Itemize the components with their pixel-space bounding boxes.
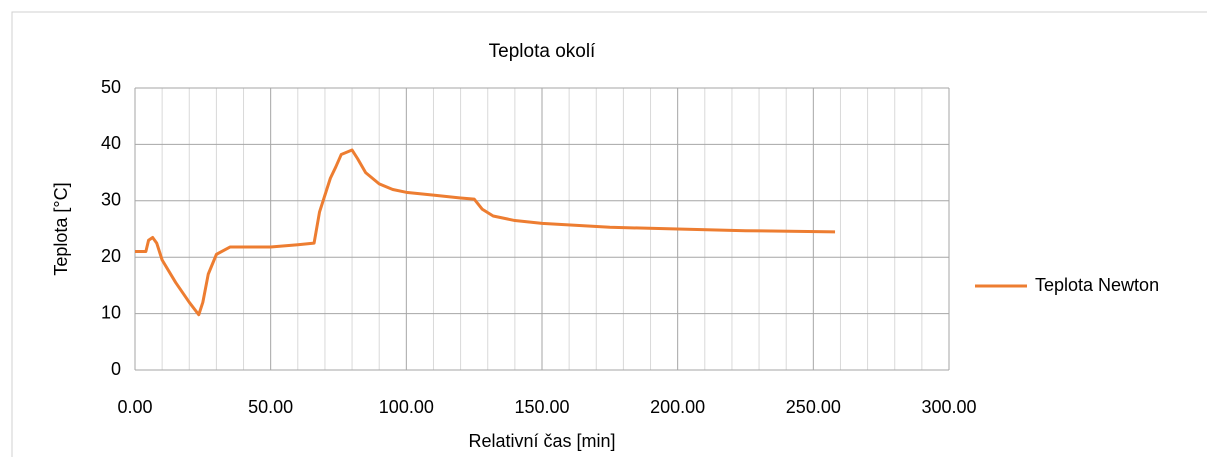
y-tick-label: 50 xyxy=(101,77,121,97)
y-tick-label: 30 xyxy=(101,190,121,210)
x-tick-label: 100.00 xyxy=(379,397,434,417)
legend-label: Teplota Newton xyxy=(1035,275,1159,295)
y-tick-label: 40 xyxy=(101,133,121,153)
x-tick-label: 0.00 xyxy=(117,397,152,417)
y-tick-label: 20 xyxy=(101,246,121,266)
y-axis-title: Teplota [°C] xyxy=(51,182,71,275)
x-tick-label: 300.00 xyxy=(921,397,976,417)
chart-border xyxy=(11,11,1207,457)
x-tick-label: 50.00 xyxy=(248,397,293,417)
series-line xyxy=(135,148,836,317)
x-tick-label: 200.00 xyxy=(650,397,705,417)
y-tick-label: 10 xyxy=(101,302,121,322)
x-tick-label: 250.00 xyxy=(786,397,841,417)
x-tick-label: 150.00 xyxy=(514,397,569,417)
y-tick-label: 0 xyxy=(111,359,121,379)
x-axis-title: Relativní čas [min] xyxy=(468,431,615,451)
chart-title: Teplota okolí xyxy=(489,41,596,62)
